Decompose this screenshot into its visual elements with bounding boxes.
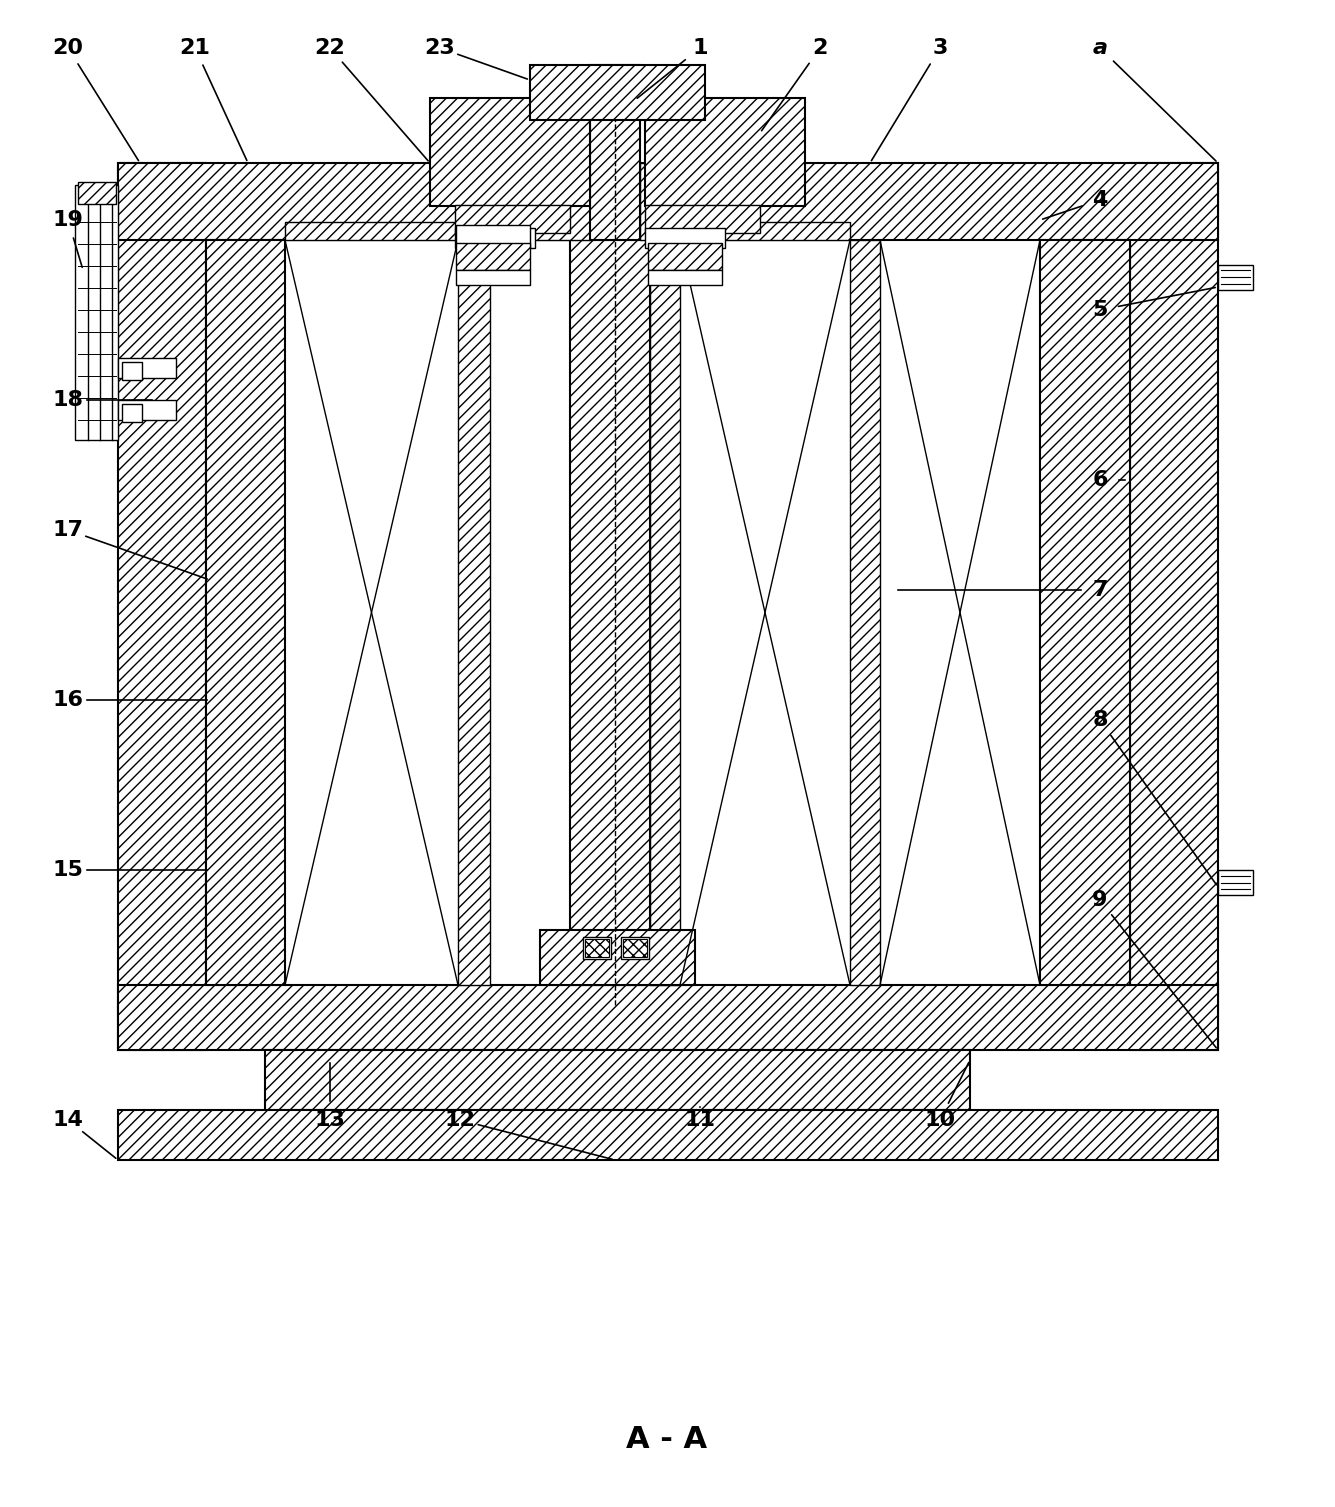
Bar [645, 98, 805, 206]
Bar [530, 65, 705, 121]
Text: 4: 4 [1092, 190, 1108, 209]
Bar [647, 270, 722, 285]
Bar [1040, 240, 1129, 986]
Polygon shape [457, 225, 530, 249]
Text: a: a [1092, 38, 1108, 57]
Text: A - A: A - A [626, 1426, 708, 1454]
Bar [121, 362, 142, 380]
Text: 23: 23 [425, 38, 455, 57]
Bar [650, 240, 680, 986]
Bar [570, 240, 650, 986]
Text: 11: 11 [685, 1111, 716, 1130]
Bar [1218, 265, 1254, 289]
Text: 18: 18 [52, 390, 84, 410]
Text: 12: 12 [445, 1111, 475, 1130]
Bar [117, 399, 176, 420]
Bar [458, 240, 490, 986]
Bar [430, 98, 590, 206]
Bar [1129, 163, 1218, 1050]
Bar [266, 1050, 971, 1111]
Text: 5: 5 [1092, 300, 1108, 319]
Text: 10: 10 [924, 1111, 956, 1130]
Bar [457, 270, 530, 285]
Bar [455, 205, 570, 234]
Text: 15: 15 [52, 860, 83, 880]
Bar [117, 986, 1218, 1050]
Text: 8: 8 [1092, 710, 1108, 729]
Text: 6: 6 [1092, 470, 1108, 490]
Bar [680, 222, 850, 240]
Text: 16: 16 [52, 690, 84, 710]
Bar [585, 939, 609, 957]
Bar [117, 163, 206, 1050]
Bar [583, 937, 611, 958]
Bar [645, 205, 760, 234]
Bar [206, 240, 284, 986]
Text: 20: 20 [52, 38, 84, 57]
Bar [1218, 870, 1254, 895]
Text: 13: 13 [315, 1111, 346, 1130]
Text: 14: 14 [52, 1111, 83, 1130]
Bar [121, 404, 142, 422]
Bar [458, 163, 590, 240]
Bar [623, 939, 647, 957]
Bar [621, 937, 649, 958]
Text: 21: 21 [180, 38, 211, 57]
Text: 19: 19 [52, 209, 83, 231]
Bar [455, 228, 535, 249]
Bar [117, 359, 176, 378]
Text: 2: 2 [812, 38, 828, 57]
Text: 7: 7 [1092, 580, 1108, 600]
Bar [850, 240, 880, 986]
Text: 17: 17 [52, 520, 84, 540]
Bar [639, 163, 650, 240]
Bar [117, 1111, 1218, 1160]
Bar [117, 163, 1218, 240]
Bar [77, 182, 116, 203]
Text: 22: 22 [315, 38, 346, 57]
Bar [590, 65, 639, 240]
Bar [284, 222, 458, 240]
Text: 3: 3 [932, 38, 948, 57]
Text: 1: 1 [693, 38, 708, 57]
Bar [75, 185, 117, 440]
Bar [457, 243, 530, 270]
Bar [647, 243, 722, 270]
Bar [539, 930, 696, 986]
Text: 9: 9 [1092, 891, 1108, 910]
Bar [645, 228, 725, 249]
